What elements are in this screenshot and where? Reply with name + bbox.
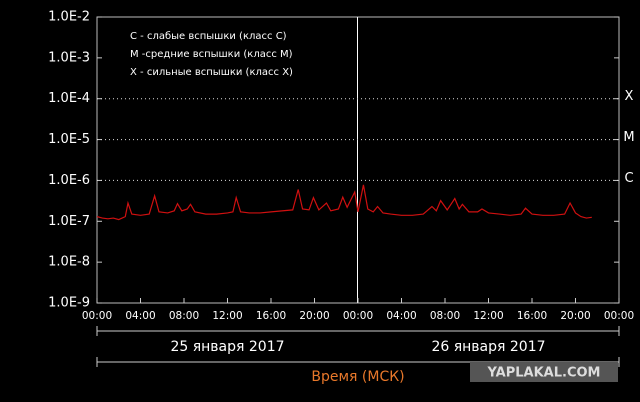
threshold-label: C <box>624 171 633 186</box>
y-tick-label: 1.0E-8 <box>48 255 90 270</box>
x-tick-label: 08:00 <box>169 310 199 322</box>
legend: C - слабые вспышки (класс C) M -средние … <box>130 31 293 78</box>
threshold-label: X <box>625 89 634 104</box>
day-label: 26 января 2017 <box>431 339 545 355</box>
x-tick-label: 20:00 <box>560 310 590 322</box>
threshold-label: M <box>623 130 634 145</box>
x-tick-label: 12:00 <box>473 310 503 322</box>
watermark: YAPLAKAL.COM <box>487 366 601 381</box>
x-tick-label: 00:00 <box>604 310 634 322</box>
x-tick-label: 12:00 <box>212 310 242 322</box>
y-tick-label: 1.0E-9 <box>48 296 90 311</box>
x-tick-label: 00:00 <box>343 310 373 322</box>
legend-line: C - слабые вспышки (класс C) <box>130 31 287 42</box>
x-tick-label: 16:00 <box>517 310 547 322</box>
y-tick-label: 1.0E-3 <box>48 50 90 65</box>
day-label: 25 января 2017 <box>170 339 284 355</box>
legend-line: M -средние вспышки (класс M) <box>130 49 293 60</box>
x-tick-label: 00:00 <box>82 310 112 322</box>
y-tick-label: 1.0E-7 <box>48 214 90 229</box>
y-tick-label: 1.0E-4 <box>48 91 90 106</box>
legend-line: X - сильные вспышки (класс X) <box>130 67 293 78</box>
x-tick-label: 08:00 <box>430 310 460 322</box>
flux-line <box>96 184 592 221</box>
x-tick-label: 04:00 <box>386 310 416 322</box>
x-axis-label: Время (МСК) <box>311 369 404 385</box>
watermark-bg <box>470 362 618 382</box>
y-tick-label: 1.0E-6 <box>48 173 90 188</box>
y-tick-label: 1.0E-2 <box>48 10 90 25</box>
y-tick-label: 1.0E-5 <box>48 132 90 147</box>
x-tick-label: 04:00 <box>125 310 155 322</box>
x-tick-label: 20:00 <box>299 310 329 322</box>
x-tick-label: 16:00 <box>256 310 286 322</box>
